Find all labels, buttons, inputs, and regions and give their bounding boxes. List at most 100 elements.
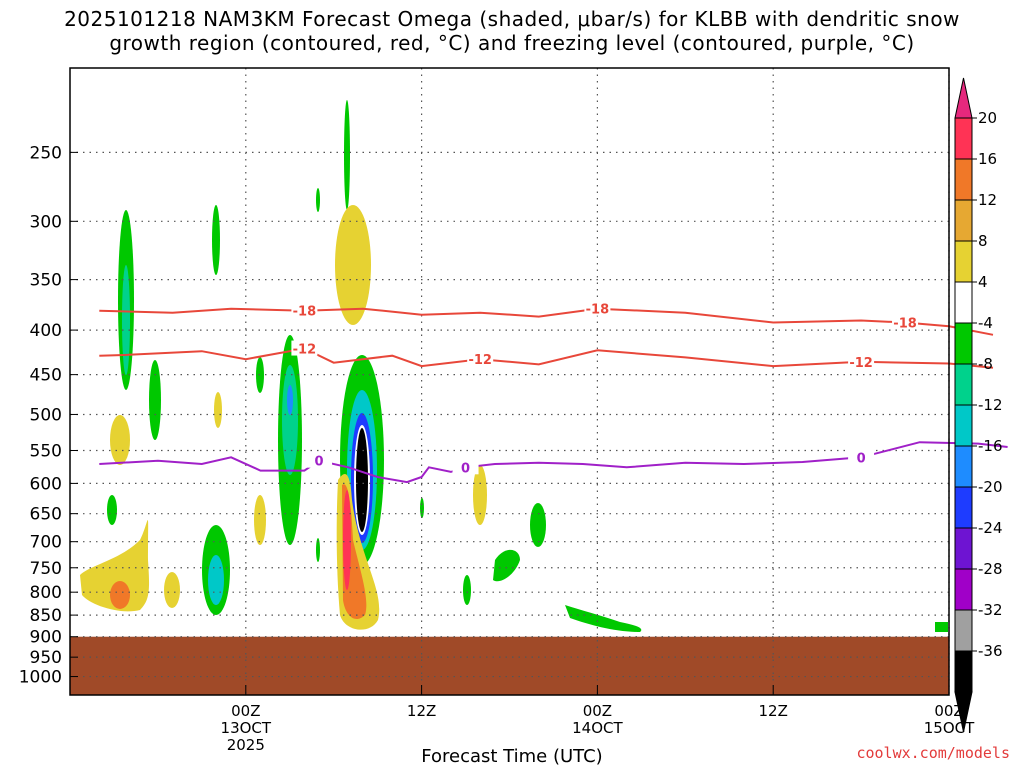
colorbar-segment — [954, 404, 973, 447]
omega-blob — [420, 498, 424, 518]
omega-blob — [110, 581, 130, 609]
colorbar-segment — [954, 240, 973, 283]
omega-blob — [214, 392, 222, 428]
y-tick-label: 900 — [30, 628, 62, 648]
omega-blob — [287, 385, 293, 415]
contour-label-bg — [452, 459, 479, 475]
contour-label: -12 — [849, 356, 873, 371]
omega-blob — [344, 100, 350, 210]
omega-blob — [463, 575, 471, 605]
y-tick-label: 700 — [30, 533, 62, 553]
contour-label: 0 — [315, 455, 324, 470]
omega-blob — [164, 572, 180, 608]
terrain-fill — [70, 636, 949, 695]
colorbar-label: -8 — [978, 355, 993, 373]
omega-shading — [80, 100, 948, 632]
contour-line — [99, 441, 1008, 484]
contour-label: -18 — [586, 303, 610, 318]
colorbar-segment — [954, 158, 973, 201]
omega-blob — [212, 205, 220, 275]
omega-blob — [473, 465, 487, 525]
y-tick-label: 250 — [30, 143, 62, 163]
colorbar-label: -16 — [978, 437, 1003, 455]
x-tick-label: 13OCT — [221, 719, 272, 737]
x-tick-label: 00Z — [583, 702, 612, 720]
colorbar-segment — [954, 527, 973, 570]
y-tick-label: 450 — [30, 366, 62, 386]
omega-blob — [316, 538, 320, 562]
x-tick-label: 12Z — [407, 702, 436, 720]
x-tick-label: 12Z — [759, 702, 788, 720]
temperature-contours: -18 -18 -18 -12 -12 -12 0 0 0 — [99, 300, 1008, 484]
y-tick-label: 1000 — [19, 668, 62, 688]
omega-blob — [493, 549, 520, 582]
contour-label: 0 — [461, 461, 470, 476]
omega-blob — [149, 360, 161, 440]
colorbar-segment — [954, 486, 973, 529]
contour-label-bg — [291, 340, 318, 356]
colorbar-label: 12 — [978, 191, 997, 209]
x-axis-label: Forecast Time (UTC) — [421, 746, 603, 767]
watermark-text: coolwx.com/models — [856, 744, 1010, 762]
gridlines — [70, 68, 950, 695]
chart-title-line-1: 2025101218 NAM3KM Forecast Omega (shaded… — [64, 7, 960, 31]
omega-blob — [208, 555, 224, 605]
contour-label-bg — [584, 300, 611, 316]
y-tick-label: 650 — [30, 505, 62, 525]
y-tick-label: 500 — [30, 405, 62, 425]
contour-label: 0 — [857, 451, 866, 466]
colorbar-label: 4 — [978, 273, 988, 291]
y-tick-label: 350 — [30, 271, 62, 291]
omega-blob — [316, 188, 320, 212]
colorbar-bottom-arrow — [954, 691, 973, 733]
omega-blob — [530, 503, 546, 547]
omega-blob — [122, 265, 130, 375]
contour-label: -18 — [893, 316, 917, 331]
contour-label-bg — [306, 452, 333, 468]
colorbar-label: -4 — [978, 314, 993, 332]
colorbar-label: -28 — [978, 560, 1003, 578]
colorbar-label: -32 — [978, 601, 1003, 619]
y-tick-label: 950 — [30, 648, 62, 668]
colorbar-segment — [954, 322, 973, 365]
omega-blob — [110, 415, 130, 465]
x-tick-label: 14OCT — [572, 719, 623, 737]
omega-blob — [335, 205, 371, 325]
omega-blob — [254, 495, 266, 545]
colorbar-segment — [954, 281, 973, 324]
colorbar-label: -20 — [978, 478, 1003, 496]
colorbar-segment — [954, 650, 973, 693]
colorbar-segment — [954, 609, 973, 652]
omega-blob — [80, 520, 150, 612]
contour-label: -12 — [293, 343, 317, 358]
contour-label-bg — [291, 302, 318, 318]
chart-title-line-2: growth region (contoured, red, °C) and f… — [109, 31, 915, 55]
omega-blob — [282, 365, 298, 475]
x-tick-label: 15OCT — [924, 719, 975, 737]
colorbar-label: 16 — [978, 150, 997, 168]
y-tick-label: 850 — [30, 606, 62, 626]
contour-label-bg — [892, 314, 919, 330]
omega-blob — [343, 490, 351, 590]
colorbar-segment — [954, 445, 973, 488]
omega-blob — [565, 605, 642, 632]
contour-label-bg — [848, 449, 875, 465]
contour-label-bg — [467, 351, 494, 367]
colorbar-label: -12 — [978, 396, 1003, 414]
y-tick-label: 750 — [30, 559, 62, 579]
colorbar-segment — [954, 199, 973, 242]
colorbar-label: 20 — [978, 109, 997, 127]
x-tick-label: 00Z — [934, 702, 963, 720]
y-tick-label: 400 — [30, 321, 62, 341]
contour-label: -18 — [293, 305, 317, 320]
x-tick-label: 2025 — [227, 736, 265, 754]
colorbar-label: -36 — [978, 642, 1003, 660]
colorbar-label: 8 — [978, 232, 988, 250]
y-tick-label: 300 — [30, 212, 62, 232]
omega-blob — [107, 495, 117, 525]
omega-blob — [356, 428, 368, 532]
y-tick-label: 800 — [30, 583, 62, 603]
y-tick-label: 600 — [30, 474, 62, 494]
colorbar-label: -24 — [978, 519, 1003, 537]
